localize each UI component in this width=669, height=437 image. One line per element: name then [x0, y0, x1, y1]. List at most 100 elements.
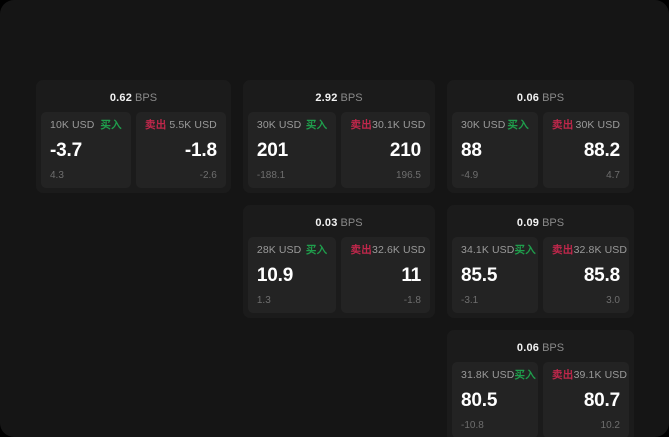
bps-value: 0.03	[315, 217, 338, 229]
buy-price: 80.5	[461, 390, 498, 411]
sell-side-header: 卖出 30.1K USD	[350, 119, 425, 132]
sell-action-label: 卖出	[552, 244, 574, 256]
bps-header: 2.92 BPS	[248, 85, 430, 112]
buy-action-label: 买入	[507, 119, 529, 131]
spread-card[interactable]: 0.06 BPS 30K USD 买入 88 -4.9 卖出 30K USD 88.2 4.7	[447, 80, 634, 193]
sell-secondary-value: 196.5	[395, 170, 421, 181]
buy-side-header: 30K USD 买入	[257, 120, 328, 132]
sell-price: 210	[389, 140, 421, 161]
sell-side-header: 卖出 32.6K USD	[350, 244, 425, 257]
buy-secondary-value: 4.3	[50, 170, 64, 181]
bps-header: 0.62 BPS	[41, 85, 226, 112]
buy-price: 201	[256, 140, 288, 161]
buy-price: 88	[461, 140, 482, 161]
sell-side[interactable]: 卖出 32.6K USD 11 -1.8	[341, 237, 430, 313]
sell-price: 11	[401, 265, 421, 286]
sell-side[interactable]: 卖出 5.5K USD -1.8 -2.6	[135, 112, 226, 188]
buy-secondary-value: -3.1	[461, 295, 479, 306]
buy-price: -3.7	[50, 140, 82, 161]
buy-quantity: 30K USD	[256, 119, 302, 131]
buy-side-header: 10K USD 买入	[50, 120, 122, 132]
sell-quantity: 32.8K USD	[573, 244, 628, 256]
spread-column-1: 2.92 BPS 30K USD 买入 201 -188.1 卖出 30.1K USD 210 1…	[242, 80, 435, 318]
sell-side-header: 卖出 32.8K USD	[552, 244, 627, 257]
spread-card[interactable]: 0.62 BPS 10K USD 买入 -3.7 4.3 卖出 5.5K USD -1.8 -2.…	[36, 80, 231, 193]
spread-board: 0.62 BPS 10K USD 买入 -3.7 4.3 卖出 5.5K USD -1.8 -2.…	[36, 80, 634, 437]
sell-action-label: 卖出	[552, 119, 574, 131]
bps-unit-label: BPS	[135, 92, 158, 104]
sell-secondary-value: 3.0	[606, 295, 620, 306]
bps-unit-label: BPS	[542, 92, 565, 104]
bps-value: 0.62	[109, 92, 133, 104]
sell-side-header: 卖出 30K USD	[552, 120, 620, 132]
sell-side[interactable]: 卖出 32.8K USD 85.8 3.0	[543, 237, 629, 313]
buy-side[interactable]: 30K USD 买入 88 -4.9	[452, 112, 538, 188]
sell-quantity: 30.1K USD	[372, 119, 426, 131]
buy-side-header: 28K USD 买入	[257, 245, 328, 257]
buy-action-label: 买入	[514, 369, 537, 381]
sell-price: -1.8	[184, 140, 217, 161]
buy-action-label: 买入	[305, 119, 328, 131]
card-sides: 30K USD 买入 88 -4.9 卖出 30K USD 88.2 4.7	[452, 112, 629, 188]
spread-card[interactable]: 0.09 BPS 34.1K USD 买入 85.5 -3.1 卖出 32.8K USD 85.…	[447, 205, 634, 318]
card-sides: 34.1K USD 买入 85.5 -3.1 卖出 32.8K USD 85.8 3.0	[452, 237, 629, 313]
buy-quantity: 30K USD	[461, 119, 506, 131]
buy-action-label: 买入	[514, 244, 537, 256]
buy-secondary-value: -4.9	[461, 170, 479, 181]
bps-header: 0.03 BPS	[248, 210, 430, 237]
sell-action-label: 卖出	[350, 244, 373, 256]
buy-price: 85.5	[461, 265, 498, 286]
buy-quantity: 10K USD	[50, 119, 95, 131]
card-sides: 30K USD 买入 201 -188.1 卖出 30.1K USD 210 196.5	[247, 112, 430, 188]
bps-header: 0.06 BPS	[452, 85, 629, 112]
buy-side[interactable]: 28K USD 买入 10.9 1.3	[247, 237, 337, 313]
bps-unit-label: BPS	[340, 217, 363, 229]
bps-value: 0.09	[516, 217, 540, 229]
sell-price: 85.8	[583, 265, 620, 286]
card-sides: 31.8K USD 买入 80.5 -10.8 卖出 39.1K USD 80.7 10.2	[452, 362, 629, 437]
buy-quantity: 28K USD	[256, 244, 302, 256]
sell-quantity: 30K USD	[575, 119, 620, 131]
buy-side-header: 34.1K USD 买入	[461, 244, 536, 257]
buy-side-header: 30K USD 买入	[461, 120, 529, 132]
sell-side[interactable]: 卖出 30.1K USD 210 196.5	[341, 112, 430, 188]
bps-unit-label: BPS	[542, 217, 565, 229]
buy-secondary-value: -10.8	[461, 420, 484, 431]
buy-side[interactable]: 31.8K USD 买入 80.5 -10.8	[452, 362, 538, 437]
buy-side-header: 31.8K USD 买入	[461, 369, 536, 382]
sell-quantity: 5.5K USD	[169, 119, 217, 131]
bps-header: 0.09 BPS	[452, 210, 629, 237]
sell-secondary-value: 10.2	[600, 420, 620, 431]
buy-quantity: 31.8K USD	[461, 369, 515, 381]
spread-card[interactable]: 0.06 BPS 31.8K USD 买入 80.5 -10.8 卖出 39.1K USD 80…	[447, 330, 634, 437]
buy-side[interactable]: 10K USD 买入 -3.7 4.3	[41, 112, 131, 188]
bps-unit-label: BPS	[542, 342, 565, 354]
bps-value: 2.92	[315, 92, 338, 104]
spread-column-0: 0.62 BPS 10K USD 买入 -3.7 4.3 卖出 5.5K USD -1.8 -2.…	[36, 80, 231, 193]
bps-unit-label: BPS	[340, 92, 363, 104]
sell-price: 88.2	[583, 140, 620, 161]
sell-quantity: 39.1K USD	[573, 369, 628, 381]
sell-side-header: 卖出 5.5K USD	[145, 120, 217, 132]
bps-value: 0.06	[516, 92, 540, 104]
buy-side[interactable]: 34.1K USD 买入 85.5 -3.1	[452, 237, 538, 313]
spread-card[interactable]: 0.03 BPS 28K USD 买入 10.9 1.3 卖出 32.6K USD 11 -1.8	[242, 205, 435, 318]
sell-price: 80.7	[583, 390, 620, 411]
card-sides: 10K USD 买入 -3.7 4.3 卖出 5.5K USD -1.8 -2.6	[41, 112, 226, 188]
sell-side[interactable]: 卖出 39.1K USD 80.7 10.2	[543, 362, 629, 437]
buy-secondary-value: -188.1	[256, 170, 286, 181]
sell-action-label: 卖出	[350, 119, 373, 131]
spread-card[interactable]: 2.92 BPS 30K USD 买入 201 -188.1 卖出 30.1K USD 210 1…	[242, 80, 435, 193]
sell-action-label: 卖出	[144, 119, 167, 131]
buy-side[interactable]: 30K USD 买入 201 -188.1	[247, 112, 337, 188]
buy-action-label: 买入	[100, 119, 122, 131]
buy-quantity: 34.1K USD	[461, 244, 515, 256]
buy-secondary-value: 1.3	[256, 295, 271, 306]
bps-header: 0.06 BPS	[452, 335, 629, 362]
sell-secondary-value: 4.7	[606, 170, 620, 181]
spread-column-2: 0.06 BPS 30K USD 买入 88 -4.9 卖出 30K USD 88.2 4.7 0.…	[447, 80, 634, 437]
sell-secondary-value: -2.6	[199, 170, 217, 181]
sell-side[interactable]: 卖出 30K USD 88.2 4.7	[543, 112, 629, 188]
buy-action-label: 买入	[305, 244, 328, 256]
